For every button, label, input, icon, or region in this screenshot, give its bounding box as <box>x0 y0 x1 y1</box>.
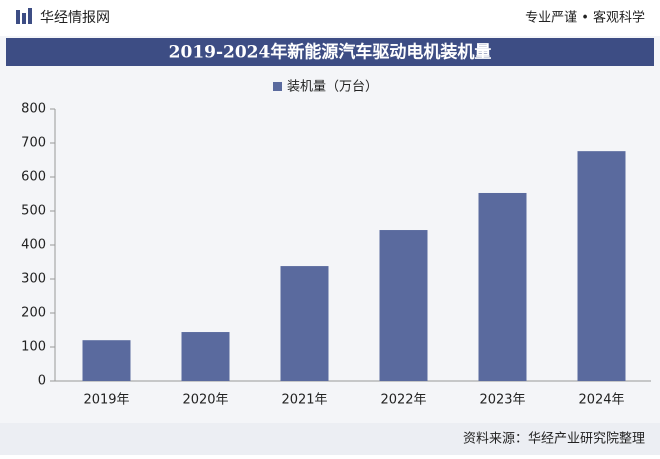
brand: 华经情报网 <box>40 10 110 26</box>
y-tick-label: 600 <box>21 170 46 185</box>
bar <box>181 332 230 381</box>
y-tick-label: 100 <box>21 340 46 355</box>
logo-bar <box>22 13 26 24</box>
slogan: 专业严谨 • 客观科学 <box>525 10 645 26</box>
x-tick-label: 2023年 <box>479 393 525 408</box>
y-tick-label: 200 <box>21 306 46 321</box>
bar <box>478 192 527 381</box>
x-tick-label: 2024年 <box>578 393 624 408</box>
x-tick-label: 2019年 <box>83 393 129 408</box>
x-tick-label: 2021年 <box>281 393 327 408</box>
bar <box>577 151 626 381</box>
bar <box>379 230 428 381</box>
title-band <box>6 38 654 66</box>
x-tick-label: 2020年 <box>182 393 228 408</box>
logo-bar <box>16 10 20 24</box>
y-tick-label: 500 <box>21 204 46 219</box>
y-tick-label: 800 <box>21 102 46 117</box>
y-tick-label: 300 <box>21 272 46 287</box>
chart-title: 2019-2024年新能源汽车驱动电机装机量 <box>169 42 492 63</box>
y-tick-label: 400 <box>21 238 46 253</box>
y-tick-label: 0 <box>38 374 46 389</box>
bar <box>82 340 131 381</box>
logo-bar <box>28 8 32 24</box>
legend-swatch <box>273 82 282 91</box>
top-bar <box>0 0 660 36</box>
bar <box>280 266 329 381</box>
source-note: 资料来源：华经产业研究院整理 <box>463 432 645 447</box>
x-tick-label: 2022年 <box>380 393 426 408</box>
legend-label: 装机量（万台） <box>287 80 378 95</box>
footer-band <box>0 423 660 455</box>
y-tick-label: 700 <box>21 136 46 151</box>
